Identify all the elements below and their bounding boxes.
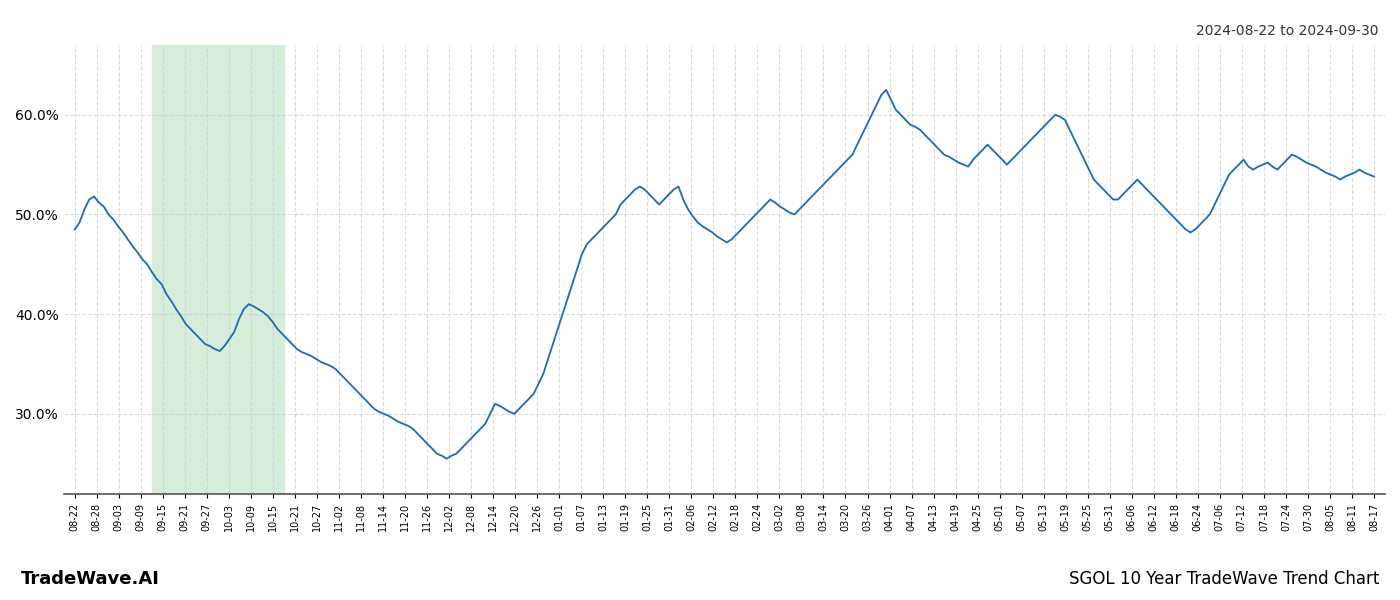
Text: SGOL 10 Year TradeWave Trend Chart: SGOL 10 Year TradeWave Trend Chart — [1068, 570, 1379, 588]
Text: 2024-08-22 to 2024-09-30: 2024-08-22 to 2024-09-30 — [1197, 24, 1379, 38]
Text: TradeWave.AI: TradeWave.AI — [21, 570, 160, 588]
Bar — [151, 45, 284, 494]
